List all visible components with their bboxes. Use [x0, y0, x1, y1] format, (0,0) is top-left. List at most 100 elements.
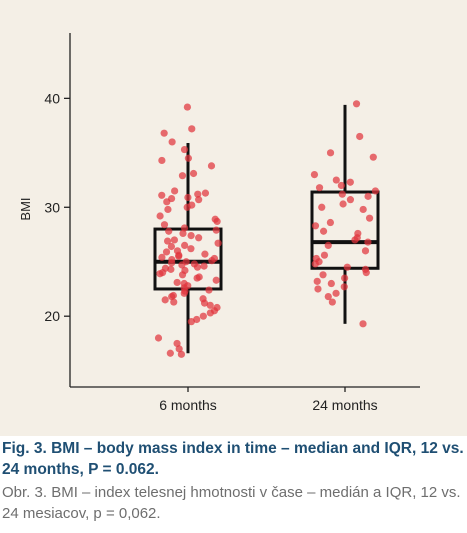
data-point: [173, 339, 181, 348]
data-point: [177, 350, 186, 358]
data-points: [154, 100, 380, 358]
data-point: [193, 274, 201, 282]
data-point: [213, 217, 221, 226]
data-point: [168, 259, 176, 267]
y-axis-label: BMI: [18, 197, 33, 220]
data-point: [178, 172, 187, 180]
data-point: [158, 156, 166, 165]
data-point: [315, 184, 324, 192]
y-tick-label: 20: [44, 308, 60, 324]
data-point: [193, 263, 202, 271]
data-point: [326, 218, 334, 227]
data-point: [320, 251, 329, 259]
boxplot-chart: 20 30 40 BMI 6 months 24 months: [18, 33, 420, 413]
data-point: [212, 276, 220, 284]
data-point: [199, 312, 207, 320]
data-point: [205, 286, 213, 294]
data-point: [178, 261, 186, 269]
data-point: [201, 189, 210, 197]
data-point: [362, 269, 370, 277]
x-tick-label: 24 months: [312, 397, 377, 413]
data-point: [206, 309, 214, 317]
figure-caption: Fig. 3. BMI – body mass index in time – …: [0, 436, 467, 533]
data-point: [319, 227, 328, 235]
data-point: [175, 252, 183, 260]
data-point: [311, 222, 320, 230]
data-point: [340, 283, 348, 291]
data-point: [364, 192, 372, 200]
data-point: [167, 265, 175, 273]
data-point: [189, 169, 198, 178]
data-point: [161, 296, 169, 304]
data-point: [170, 236, 179, 244]
data-point: [160, 129, 168, 137]
data-point: [187, 318, 195, 326]
data-point: [371, 187, 380, 195]
data-point: [328, 298, 336, 306]
data-point: [160, 221, 169, 229]
data-point: [311, 260, 319, 268]
data-point: [324, 292, 332, 301]
data-point: [314, 285, 322, 293]
data-point: [171, 187, 179, 195]
data-point: [187, 231, 195, 240]
data-point: [183, 103, 192, 111]
data-point: [165, 227, 173, 235]
data-point: [154, 334, 163, 342]
data-point: [173, 278, 181, 287]
data-point: [337, 181, 345, 190]
data-point: [206, 301, 214, 309]
data-point: [163, 237, 172, 245]
x-ticks: 6 months 24 months: [159, 387, 378, 413]
data-point: [364, 238, 372, 246]
data-point: [180, 289, 188, 297]
caption-slovak: Obr. 3. BMI – index telesnej hmotnosti v…: [2, 484, 461, 522]
data-point: [194, 190, 202, 198]
data-point: [158, 191, 166, 199]
data-point: [156, 270, 164, 278]
data-point: [338, 190, 346, 198]
data-point: [313, 277, 321, 285]
data-point: [201, 250, 209, 258]
y-ticks: 20 30 40: [44, 90, 70, 324]
data-point: [310, 171, 319, 179]
data-point: [170, 298, 178, 306]
data-point: [180, 224, 189, 232]
data-point: [212, 226, 220, 234]
data-point: [188, 125, 196, 133]
data-point: [167, 242, 176, 251]
data-point: [164, 205, 172, 214]
data-point: [361, 247, 370, 255]
x-tick-label: 6 months: [159, 397, 217, 413]
y-tick-label: 30: [44, 199, 60, 215]
boxes: [153, 104, 380, 354]
data-point: [156, 212, 164, 220]
data-point: [200, 262, 208, 270]
data-point: [365, 214, 374, 222]
data-point: [359, 205, 367, 214]
data-point: [339, 200, 347, 208]
data-point: [180, 145, 189, 154]
data-point: [163, 198, 171, 206]
data-point: [332, 289, 340, 297]
data-point: [183, 203, 191, 211]
data-point: [351, 236, 359, 244]
data-point: [318, 203, 326, 211]
data-point: [184, 193, 192, 202]
data-point: [168, 292, 176, 301]
data-point: [208, 257, 216, 265]
data-point: [200, 299, 209, 307]
data-point: [359, 320, 367, 328]
data-point: [324, 241, 332, 249]
data-point: [327, 279, 335, 288]
data-point: [195, 196, 203, 204]
data-point: [175, 345, 183, 353]
data-point: [326, 149, 335, 157]
data-point: [341, 274, 349, 282]
data-point: [352, 100, 361, 108]
data-point: [168, 138, 176, 146]
data-point: [195, 234, 203, 242]
data-point: [332, 176, 340, 184]
data-point: [178, 271, 187, 279]
data-point: [181, 241, 189, 249]
